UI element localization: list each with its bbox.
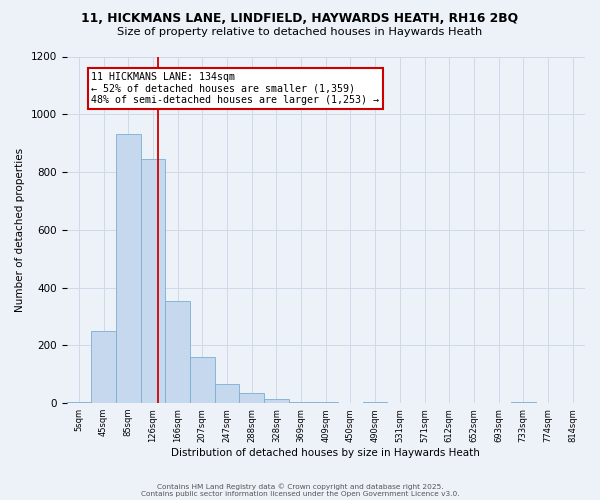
Y-axis label: Number of detached properties: Number of detached properties (15, 148, 25, 312)
Bar (91, 332, 116, 403)
Bar (215, 384, 239, 403)
Bar (289, 402, 313, 403)
Bar (140, 159, 165, 403)
Text: Contains HM Land Registry data © Crown copyright and database right 2025.: Contains HM Land Registry data © Crown c… (157, 484, 443, 490)
Bar (363, 402, 388, 403)
Text: 11 HICKMANS LANE: 134sqm
← 52% of detached houses are smaller (1,359)
48% of sem: 11 HICKMANS LANE: 134sqm ← 52% of detach… (91, 72, 379, 105)
Bar (239, 393, 264, 403)
Text: 11, HICKMANS LANE, LINDFIELD, HAYWARDS HEATH, RH16 2BQ: 11, HICKMANS LANE, LINDFIELD, HAYWARDS H… (82, 12, 518, 26)
Text: Size of property relative to detached houses in Haywards Heath: Size of property relative to detached ho… (118, 27, 482, 37)
Bar (67, 402, 91, 403)
Bar (264, 399, 289, 403)
Bar (313, 402, 338, 403)
X-axis label: Distribution of detached houses by size in Haywards Heath: Distribution of detached houses by size … (172, 448, 480, 458)
Bar (190, 357, 215, 403)
Bar (165, 300, 190, 403)
Bar (116, 134, 140, 403)
Text: Contains public sector information licensed under the Open Government Licence v3: Contains public sector information licen… (140, 491, 460, 497)
Bar (511, 402, 536, 403)
